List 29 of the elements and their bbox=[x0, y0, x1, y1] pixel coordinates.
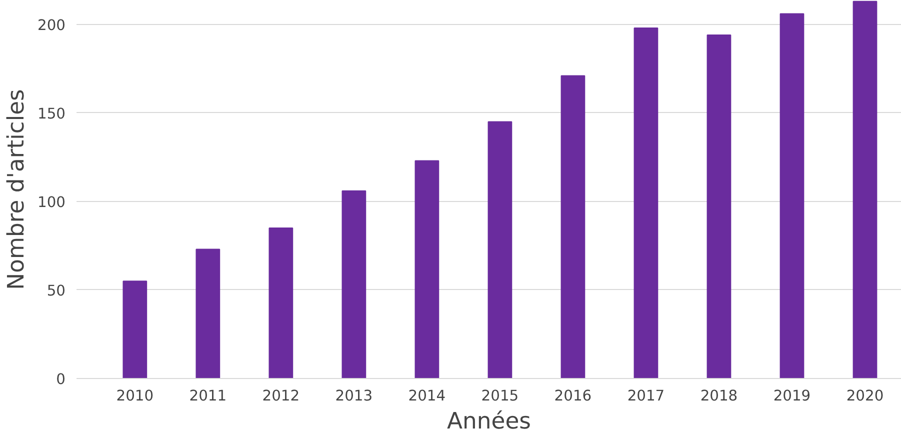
bar bbox=[780, 13, 804, 378]
x-tick-label: 2020 bbox=[846, 388, 884, 404]
x-tick-label: 2019 bbox=[773, 388, 811, 404]
y-tick-label: 200 bbox=[38, 16, 66, 34]
x-tick-label: 2016 bbox=[554, 388, 592, 404]
bar bbox=[414, 160, 440, 378]
x-tick-label: 2012 bbox=[262, 388, 300, 404]
y-axis-title: Nombre d'articles bbox=[4, 89, 30, 290]
x-tick-label: 2014 bbox=[408, 388, 446, 404]
bar bbox=[196, 248, 220, 378]
y-tick-label: 150 bbox=[38, 105, 66, 122]
bar bbox=[634, 27, 658, 378]
bar bbox=[488, 121, 512, 378]
x-tick-label: 2010 bbox=[116, 388, 154, 404]
x-tick-label: 2018 bbox=[700, 388, 738, 404]
y-tick-label: 50 bbox=[46, 282, 66, 300]
x-axis-title: Années bbox=[447, 408, 531, 434]
bar bbox=[706, 34, 732, 378]
bar bbox=[268, 228, 294, 378]
bar bbox=[342, 190, 366, 378]
bar bbox=[560, 75, 586, 378]
x-tick-label: 2017 bbox=[627, 388, 665, 404]
x-tick-label: 2013 bbox=[335, 388, 373, 404]
bar bbox=[122, 280, 148, 378]
x-tick-label: 2011 bbox=[189, 388, 227, 404]
x-tick-label: 2015 bbox=[481, 388, 519, 404]
y-tick-label: 100 bbox=[38, 194, 66, 211]
bar bbox=[852, 0, 878, 378]
y-tick-label: 0 bbox=[56, 371, 66, 388]
